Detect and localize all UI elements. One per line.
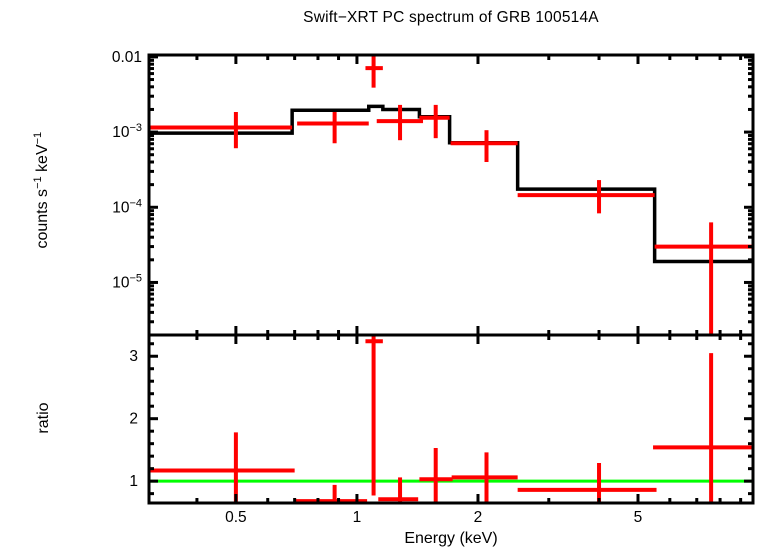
y-axis-label-ratio: ratio — [35, 402, 52, 434]
plot-title: Swift−XRT PC spectrum of GRB 100514A — [303, 9, 599, 26]
ticks-group — [149, 55, 753, 503]
y-axis-label-segment: counts s — [34, 188, 52, 249]
spectrum-ytick-label: 10−5 — [112, 272, 142, 291]
ratio-ytick-label: 3 — [129, 348, 138, 365]
y-axis-label-counts: counts s−1 keV−1 — [32, 115, 52, 265]
spectrum-ytick-label: 10−3 — [112, 122, 142, 141]
ratio-panel-group — [149, 335, 753, 503]
x-axis-label-energy: Energy (keV) — [404, 530, 498, 547]
model-step-line-group — [149, 104, 753, 264]
y-axis-label-segment: −1 — [31, 176, 44, 189]
ratio-ytick-label: 2 — [129, 411, 138, 428]
y-axis-label-segment: −1 — [31, 131, 44, 145]
spectrum-ytick-label: 0.01 — [112, 49, 142, 66]
tick-labels-group: 0.01 10−3 10−4 10−5 1 2 3 0.5 1 2 5 — [112, 49, 642, 526]
xtick-label: 0.5 — [225, 509, 247, 526]
xtick-label: 1 — [353, 509, 362, 526]
model-step-line — [149, 104, 753, 264]
spectrum-ytick-label: 10−4 — [112, 197, 142, 216]
ratio-ytick-label: 1 — [129, 473, 138, 490]
xtick-label: 5 — [634, 509, 643, 526]
observed-data-points — [149, 55, 753, 335]
spectrum-axis-frame — [147, 53, 755, 337]
y-axis-label-segment: keV — [34, 144, 52, 177]
xtick-label: 2 — [474, 509, 483, 526]
